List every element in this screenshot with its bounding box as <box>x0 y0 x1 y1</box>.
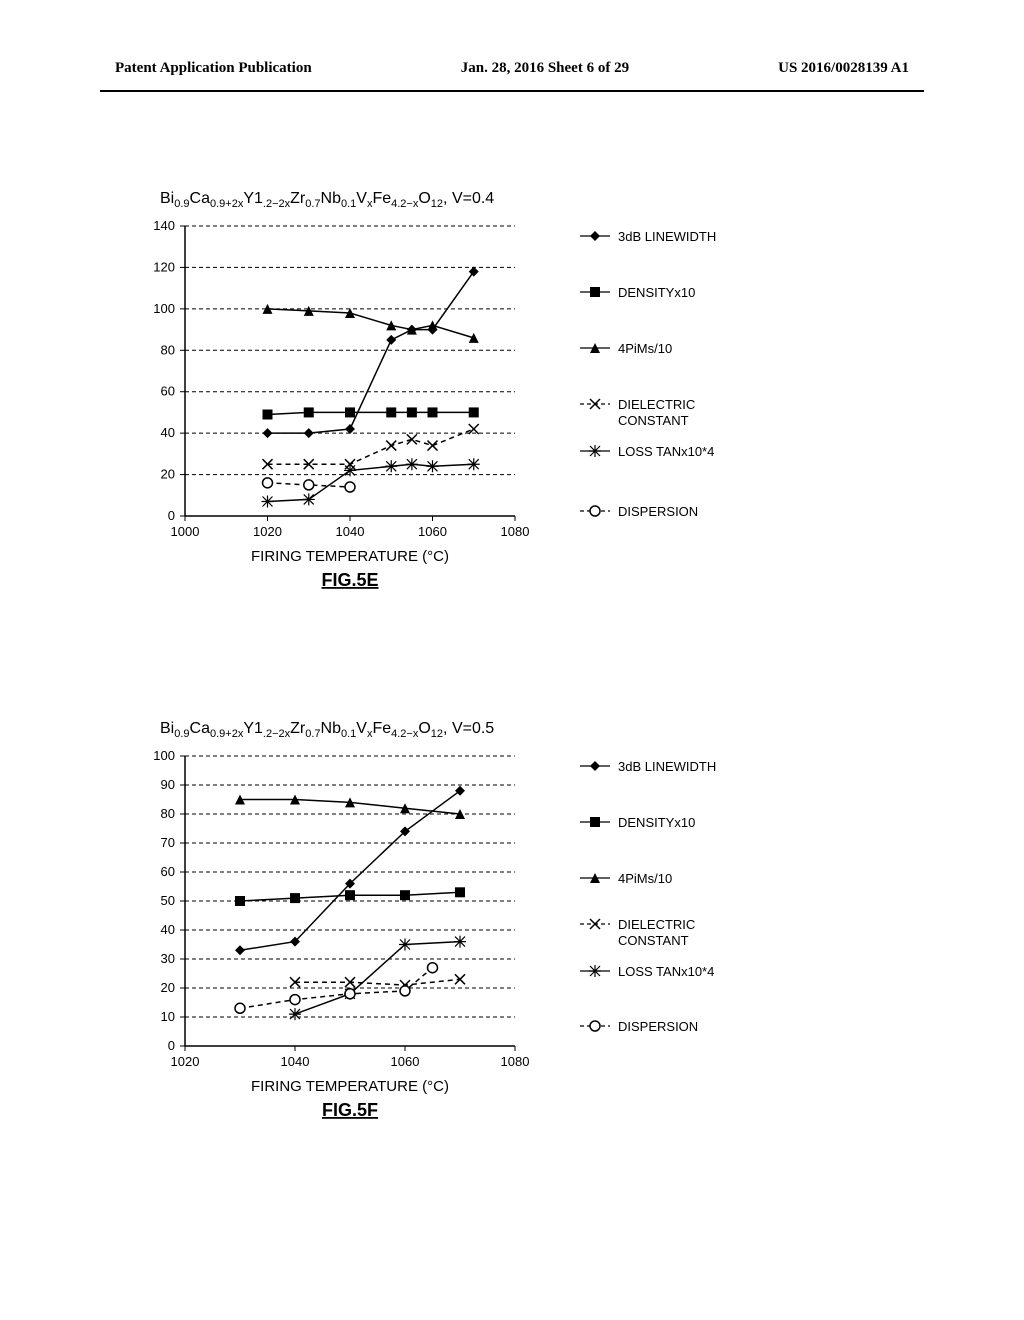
header-right: US 2016/0028139 A1 <box>778 60 909 77</box>
svg-text:FIG.5F: FIG.5F <box>322 1100 378 1120</box>
svg-text:90: 90 <box>161 777 175 792</box>
svg-text:60: 60 <box>161 384 175 399</box>
svg-text:80: 80 <box>161 806 175 821</box>
svg-text:140: 140 <box>153 218 175 233</box>
svg-text:1060: 1060 <box>391 1054 420 1069</box>
svg-text:1080: 1080 <box>501 524 530 539</box>
chart-fig5f: Bi0.9Ca0.9+2xY1.2−2xZr0.7Nb0.1VxFe4.2−xO… <box>130 720 930 1186</box>
svg-text:70: 70 <box>161 835 175 850</box>
svg-text:10: 10 <box>161 1009 175 1024</box>
svg-text:0: 0 <box>168 1038 175 1053</box>
svg-text:DISPERSION: DISPERSION <box>618 1019 698 1034</box>
svg-text:50: 50 <box>161 893 175 908</box>
svg-text:30: 30 <box>161 951 175 966</box>
chart-title: Bi0.9Ca0.9+2xY1.2−2xZr0.7Nb0.1VxFe4.2−xO… <box>160 190 930 210</box>
svg-text:CONSTANT: CONSTANT <box>618 933 689 948</box>
svg-text:LOSS TANx10*4: LOSS TANx10*4 <box>618 444 714 459</box>
svg-text:20: 20 <box>161 980 175 995</box>
svg-text:100: 100 <box>153 748 175 763</box>
svg-text:0: 0 <box>168 508 175 523</box>
svg-text:1000: 1000 <box>171 524 200 539</box>
svg-text:20: 20 <box>161 467 175 482</box>
svg-text:40: 40 <box>161 425 175 440</box>
svg-text:4PiMs/10: 4PiMs/10 <box>618 341 672 356</box>
svg-text:1020: 1020 <box>253 524 282 539</box>
svg-text:100: 100 <box>153 301 175 316</box>
svg-text:80: 80 <box>161 342 175 357</box>
svg-text:DIELECTRIC: DIELECTRIC <box>618 917 695 932</box>
svg-text:1040: 1040 <box>336 524 365 539</box>
svg-text:1020: 1020 <box>171 1054 200 1069</box>
svg-text:3dB LINEWIDTH: 3dB LINEWIDTH <box>618 759 716 774</box>
svg-text:60: 60 <box>161 864 175 879</box>
svg-text:3dB LINEWIDTH: 3dB LINEWIDTH <box>618 229 716 244</box>
svg-text:DENSITYx10: DENSITYx10 <box>618 815 695 830</box>
svg-text:FIRING TEMPERATURE (°C): FIRING TEMPERATURE (°C) <box>251 1078 449 1095</box>
svg-text:CONSTANT: CONSTANT <box>618 413 689 428</box>
header-center: Jan. 28, 2016 Sheet 6 of 29 <box>461 60 629 77</box>
svg-text:FIG.5E: FIG.5E <box>321 570 378 590</box>
svg-text:40: 40 <box>161 922 175 937</box>
header-left: Patent Application Publication <box>115 60 312 77</box>
chart-fig5e: Bi0.9Ca0.9+2xY1.2−2xZr0.7Nb0.1VxFe4.2−xO… <box>130 190 930 656</box>
svg-text:DIELECTRIC: DIELECTRIC <box>618 397 695 412</box>
page-header: Patent Application Publication Jan. 28, … <box>0 60 1024 77</box>
svg-text:1060: 1060 <box>418 524 447 539</box>
svg-text:LOSS TANx10*4: LOSS TANx10*4 <box>618 964 714 979</box>
svg-text:DISPERSION: DISPERSION <box>618 504 698 519</box>
chart-title: Bi0.9Ca0.9+2xY1.2−2xZr0.7Nb0.1VxFe4.2−xO… <box>160 720 930 740</box>
svg-text:120: 120 <box>153 260 175 275</box>
svg-text:1080: 1080 <box>501 1054 530 1069</box>
svg-text:DENSITYx10: DENSITYx10 <box>618 285 695 300</box>
svg-text:1040: 1040 <box>281 1054 310 1069</box>
svg-text:FIRING TEMPERATURE (°C): FIRING TEMPERATURE (°C) <box>251 548 449 565</box>
header-divider <box>100 90 924 92</box>
svg-text:4PiMs/10: 4PiMs/10 <box>618 871 672 886</box>
